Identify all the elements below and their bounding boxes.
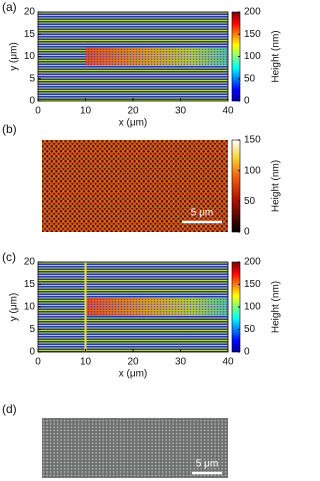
colorbar-tick-label: 150 xyxy=(244,29,261,40)
panel-label: (c) xyxy=(2,250,16,264)
x-tick-label: 0 xyxy=(35,106,41,117)
afm-image xyxy=(42,140,228,232)
panel-label: (d) xyxy=(2,402,17,416)
x-tick-label: 30 xyxy=(175,357,187,368)
dot-array xyxy=(85,47,228,66)
colorbar-tick-label: 100 xyxy=(244,51,261,62)
x-axis-label: x (μm) xyxy=(119,118,148,129)
x-axis-label: x (μm) xyxy=(119,369,148,380)
colorbar-tick-label: 150 xyxy=(244,279,261,290)
y-tick-label: 20 xyxy=(24,7,36,18)
x-tick-label: 20 xyxy=(127,357,139,368)
y-tick-label: 15 xyxy=(24,279,36,290)
y-tick-label: 0 xyxy=(29,96,35,107)
colorbar-label: Height (nm) xyxy=(271,30,282,82)
panel-label: (a) xyxy=(2,0,17,14)
colorbar-label: Height (nm) xyxy=(271,160,282,212)
colorbar-tick-label: 100 xyxy=(244,302,261,313)
colorbar-tick-label: 50 xyxy=(244,196,256,207)
x-tick-label: 30 xyxy=(175,106,187,117)
panel-label: (b) xyxy=(2,122,17,136)
scale-bar-label: 5 μm xyxy=(191,208,213,219)
colorbar-label: Height (nm) xyxy=(271,281,282,333)
colorbar-tick-label: 200 xyxy=(244,257,261,268)
x-tick-label: 20 xyxy=(127,106,139,117)
colorbar xyxy=(231,139,241,233)
colorbar-tick-label: 100 xyxy=(244,165,261,176)
y-tick-label: 5 xyxy=(29,324,35,335)
y-tick-label: 10 xyxy=(24,51,36,62)
colorbar-tick-label: 150 xyxy=(244,135,261,146)
y-tick-label: 15 xyxy=(24,29,36,40)
y-tick-label: 5 xyxy=(29,73,35,84)
colorbar-tick-label: 0 xyxy=(244,96,250,107)
colorbar-tick-label: 200 xyxy=(244,7,261,18)
dot-array xyxy=(85,298,228,316)
x-tick-label: 0 xyxy=(35,357,41,368)
colorbar-tick-label: 50 xyxy=(244,324,256,335)
scale-bar-label: 5 μm xyxy=(196,459,218,470)
x-tick-label: 40 xyxy=(222,106,234,117)
y-tick-label: 0 xyxy=(29,347,35,358)
y-axis-label: y (μm) xyxy=(9,42,20,71)
y-tick-label: 20 xyxy=(24,257,36,268)
x-tick-label: 10 xyxy=(80,357,92,368)
y-tick-label: 10 xyxy=(24,302,36,313)
x-tick-label: 10 xyxy=(80,106,92,117)
colorbar-tick-label: 0 xyxy=(244,227,250,238)
sem-image xyxy=(42,418,228,478)
x-tick-label: 40 xyxy=(222,357,234,368)
y-axis-label: y (μm) xyxy=(9,293,20,322)
colorbar-tick-label: 50 xyxy=(244,73,256,84)
colorbar-tick-label: 0 xyxy=(244,347,250,358)
